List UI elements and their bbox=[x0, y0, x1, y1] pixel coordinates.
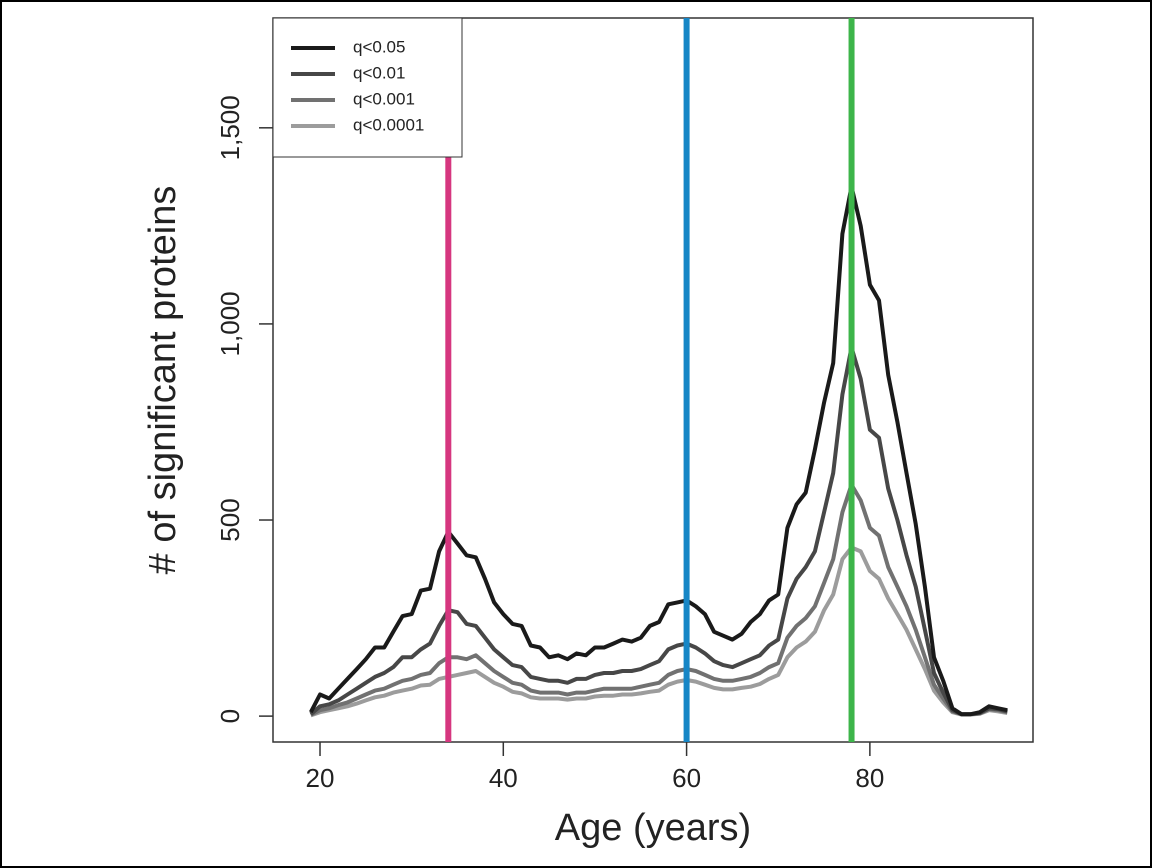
legend-label: q<0.001 bbox=[353, 89, 415, 108]
y-tick-label: 0 bbox=[215, 709, 245, 723]
series-line bbox=[310, 545, 1008, 718]
legend-label: q<0.05 bbox=[353, 37, 405, 56]
x-tick-label: 20 bbox=[306, 763, 335, 793]
legend-box bbox=[272, 17, 463, 158]
legend-label: q<0.0001 bbox=[353, 115, 424, 134]
legend-label: q<0.01 bbox=[353, 63, 405, 82]
y-axis-label: # of significant proteins bbox=[142, 186, 184, 575]
plot-box bbox=[272, 17, 1034, 743]
x-tick-label: 80 bbox=[855, 763, 884, 793]
y-tick-label: 500 bbox=[215, 498, 245, 541]
series-line bbox=[309, 345, 1008, 717]
series-line bbox=[309, 482, 1008, 717]
y-tick-label: 1,500 bbox=[215, 95, 245, 160]
series-line bbox=[309, 184, 1008, 717]
x-tick-label: 40 bbox=[489, 763, 518, 793]
x-axis-label: Age (years) bbox=[555, 807, 751, 849]
y-tick-label: 1,000 bbox=[215, 291, 245, 356]
x-tick-label: 60 bbox=[672, 763, 701, 793]
